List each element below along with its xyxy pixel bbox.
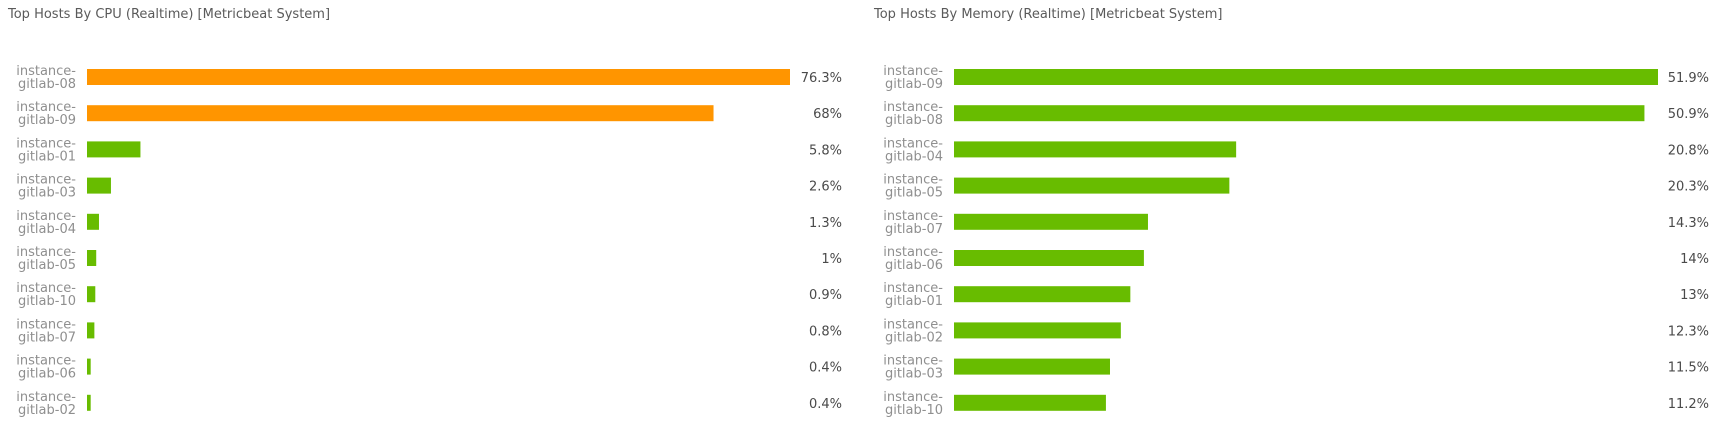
memory-bar	[954, 141, 1237, 158]
cpu-host-label: instance-gitlab-01	[16, 136, 76, 164]
cpu-bar	[87, 141, 141, 158]
cpu-row: instance-gitlab-03 2.6%	[16, 173, 842, 201]
memory-row: instance-gitlab-02 12.3%	[883, 317, 1709, 345]
cpu-host-label: instance-gitlab-05	[16, 245, 76, 273]
cpu-value-label: 0.8%	[809, 324, 842, 339]
cpu-value-label: 1.3%	[809, 216, 842, 231]
cpu-host-label: instance-gitlab-06	[16, 354, 76, 382]
memory-value-label: 20.8%	[1668, 143, 1709, 158]
memory-host-label: instance-gitlab-06	[883, 245, 943, 273]
memory-host-label: instance-gitlab-09	[883, 64, 943, 92]
memory-bar	[954, 69, 1658, 85]
memory-value-label: 51.9%	[1668, 71, 1709, 86]
cpu-row: instance-gitlab-04 1.3%	[16, 209, 842, 237]
memory-row: instance-gitlab-01 13%	[883, 281, 1709, 309]
cpu-bar	[87, 394, 91, 411]
memory-host-label: instance-gitlab-05	[883, 173, 943, 201]
memory-bar	[954, 177, 1230, 194]
memory-bar	[954, 394, 1106, 411]
memory-host-label: instance-gitlab-01	[883, 281, 943, 309]
memory-value-label: 11.2%	[1668, 397, 1709, 412]
cpu-host-label: instance-gitlab-03	[16, 173, 76, 201]
memory-row: instance-gitlab-05 20.3%	[883, 173, 1709, 201]
cpu-value-label: 0.4%	[809, 361, 842, 376]
cpu-bar	[87, 322, 95, 339]
cpu-bar	[87, 213, 99, 230]
cpu-row: instance-gitlab-05 1%	[16, 245, 842, 273]
memory-value-label: 11.5%	[1668, 361, 1709, 376]
cpu-host-label: instance-gitlab-04	[16, 209, 76, 237]
memory-row: instance-gitlab-09 51.9%	[883, 64, 1709, 92]
cpu-value-label: 76.3%	[801, 71, 842, 86]
memory-bar	[954, 358, 1110, 375]
memory-bar	[954, 286, 1131, 303]
cpu-chart-panel: Top Hosts By CPU (Realtime) [Metricbeat …	[8, 7, 842, 418]
cpu-value-label: 0.4%	[809, 397, 842, 412]
memory-row: instance-gitlab-04 20.8%	[883, 136, 1709, 164]
memory-chart-title: Top Hosts By Memory (Realtime) [Metricbe…	[874, 7, 1223, 22]
memory-value-label: 12.3%	[1668, 324, 1709, 339]
cpu-host-label: instance-gitlab-09	[16, 100, 76, 128]
cpu-row: instance-gitlab-08 76.3%	[16, 64, 842, 92]
memory-bar	[954, 213, 1148, 230]
memory-bar	[954, 322, 1121, 339]
cpu-bar	[87, 250, 97, 266]
cpu-row: instance-gitlab-06 0.4%	[16, 354, 842, 382]
memory-host-label: instance-gitlab-08	[883, 100, 943, 128]
memory-value-label: 13%	[1680, 288, 1709, 303]
memory-row: instance-gitlab-07 14.3%	[883, 209, 1709, 237]
memory-bar	[954, 105, 1645, 122]
memory-row: instance-gitlab-06 14%	[883, 245, 1709, 273]
cpu-bar	[87, 105, 714, 122]
cpu-value-label: 1%	[821, 252, 842, 267]
memory-row: instance-gitlab-10 11.2%	[883, 390, 1709, 418]
cpu-value-label: 68%	[813, 107, 842, 122]
memory-host-label: instance-gitlab-02	[883, 317, 943, 345]
cpu-host-label: instance-gitlab-08	[16, 64, 76, 92]
cpu-value-label: 2.6%	[809, 180, 842, 195]
memory-value-label: 14%	[1680, 252, 1709, 267]
memory-value-label: 20.3%	[1668, 180, 1709, 195]
cpu-row: instance-gitlab-07 0.8%	[16, 317, 842, 345]
cpu-bar	[87, 69, 790, 85]
memory-row: instance-gitlab-08 50.9%	[883, 100, 1709, 128]
memory-value-label: 14.3%	[1668, 216, 1709, 231]
cpu-host-label: instance-gitlab-10	[16, 281, 76, 309]
cpu-row: instance-gitlab-10 0.9%	[16, 281, 842, 309]
cpu-bar	[87, 177, 111, 194]
cpu-value-label: 0.9%	[809, 288, 842, 303]
cpu-host-label: instance-gitlab-02	[16, 390, 76, 418]
cpu-value-label: 5.8%	[809, 143, 842, 158]
memory-bar	[954, 250, 1144, 266]
cpu-bar	[87, 286, 96, 303]
memory-host-label: instance-gitlab-03	[883, 354, 943, 382]
memory-host-label: instance-gitlab-04	[883, 136, 943, 164]
cpu-bar-chart: instance-gitlab-08 76.3%instance-gitlab-0…	[16, 64, 842, 418]
memory-value-label: 50.9%	[1668, 107, 1709, 122]
cpu-host-label: instance-gitlab-07	[16, 317, 76, 345]
memory-chart-panel: Top Hosts By Memory (Realtime) [Metricbe…	[866, 0, 1715, 432]
cpu-bar	[87, 358, 91, 375]
memory-host-label: instance-gitlab-10	[883, 390, 943, 418]
memory-row: instance-gitlab-03 11.5%	[883, 354, 1709, 382]
memory-bar-chart: instance-gitlab-09 51.9%instance-gitlab-0…	[883, 64, 1709, 418]
memory-host-label: instance-gitlab-07	[883, 209, 943, 237]
cpu-row: instance-gitlab-09 68%	[16, 100, 842, 128]
cpu-row: instance-gitlab-02 0.4%	[16, 390, 842, 418]
cpu-row: instance-gitlab-01 5.8%	[16, 136, 842, 164]
cpu-chart-title: Top Hosts By CPU (Realtime) [Metricbeat …	[8, 7, 331, 22]
